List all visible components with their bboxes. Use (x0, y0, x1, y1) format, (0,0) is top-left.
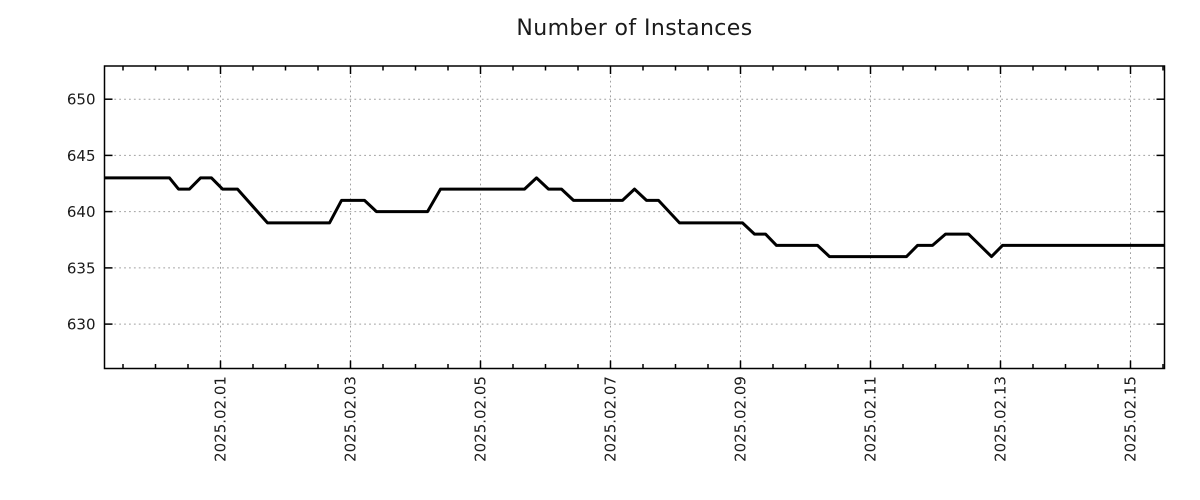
y-tick-label: 640 (67, 203, 96, 221)
chart-title: Number of Instances (516, 16, 753, 41)
data-line (104, 176, 1165, 259)
x-tick-label: 2025.02.13 (991, 376, 1009, 462)
plot-border (103, 65, 1166, 370)
y-tick-label: 635 (67, 259, 96, 277)
x-tick-label: 2025.02.15 (1121, 376, 1139, 462)
x-tick-label: 2025.02.01 (211, 376, 229, 462)
y-tick-label: 630 (67, 316, 96, 334)
x-tick-label: 2025.02.03 (341, 376, 359, 462)
x-tick-label: 2025.02.05 (471, 376, 489, 462)
x-tick-label: 2025.02.09 (731, 376, 749, 462)
y-tick-label: 650 (67, 91, 96, 109)
x-tick-label: 2025.02.07 (601, 376, 619, 462)
y-tick-label: 645 (67, 147, 96, 165)
x-tick-label: 2025.02.11 (861, 376, 879, 462)
